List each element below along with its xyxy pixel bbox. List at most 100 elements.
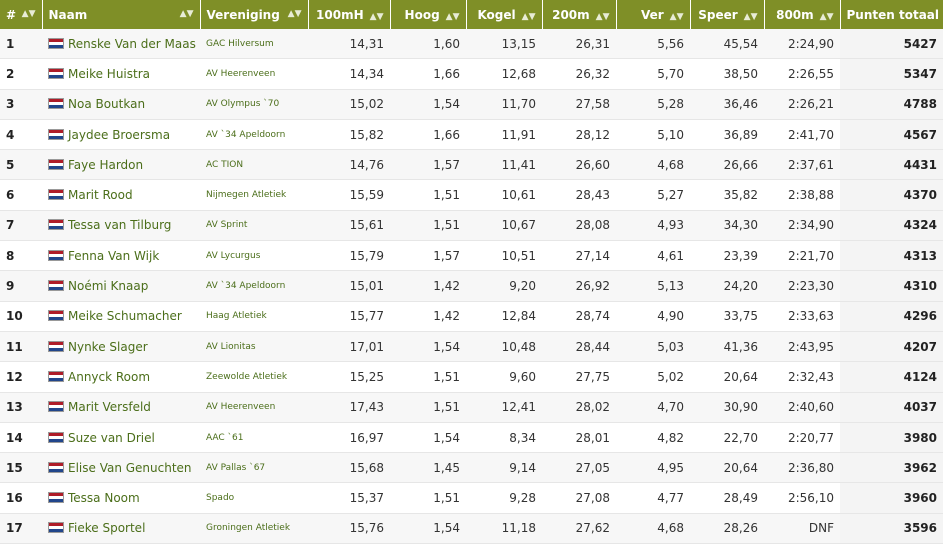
athlete-name-link[interactable]: Meike Schumacher xyxy=(68,309,182,324)
cell-200m: 27,05 xyxy=(542,452,616,484)
cell-ver: 5,27 xyxy=(616,179,690,211)
cell-200m: 28,02 xyxy=(542,392,616,423)
cell-ver: 5,28 xyxy=(616,89,690,120)
cell-naam: Noa Boutkan xyxy=(42,89,200,120)
cell-rank: 7 xyxy=(0,210,42,242)
table-header: # ▲▼ Naam ▲▼ Vereniging ▲▼ 100mH ▲▼ Hoog ▲▼ K… xyxy=(0,0,943,29)
cell-rank: 2 xyxy=(0,58,42,90)
athlete-name-link[interactable]: Annyck Room xyxy=(68,369,151,384)
cell-800m: 2:32,43 xyxy=(764,361,840,393)
cell-naam: Tessa Noom xyxy=(42,482,200,514)
cell-speer: 28,26 xyxy=(690,513,764,544)
sort-icon: ▲▼ xyxy=(819,11,834,22)
cell-rank: 9 xyxy=(0,270,42,302)
cell-200m: 26,31 xyxy=(542,29,616,60)
cell-naam: Annyck Room xyxy=(42,361,200,393)
column-header-punten-totaal[interactable]: Punten totaal▲▼ xyxy=(840,0,943,29)
cell-speer: 30,90 xyxy=(690,392,764,423)
athlete-name-link[interactable]: Nynke Slager xyxy=(68,339,148,354)
cell-kogel: 10,67 xyxy=(466,210,542,242)
cell-speer: 23,39 xyxy=(690,240,764,272)
cell-ver: 4,82 xyxy=(616,422,690,454)
cell-speer: 22,70 xyxy=(690,422,764,454)
athlete-name-link[interactable]: Marit Versfeld xyxy=(68,400,151,415)
cell-rank: 17 xyxy=(0,513,42,544)
athlete-name-link[interactable]: Noémi Knaap xyxy=(68,279,149,294)
cell-club: AV Lycurgus xyxy=(200,240,308,272)
netherlands-flag-icon xyxy=(48,461,64,473)
netherlands-flag-icon xyxy=(48,37,64,49)
cell-hoog: 1,45 xyxy=(390,452,466,484)
cell-club: Groningen Atletiek xyxy=(200,513,308,544)
cell-punten-totaal: 5427 xyxy=(840,29,943,60)
athlete-name-link[interactable]: Noa Boutkan xyxy=(68,97,146,112)
column-header-ver[interactable]: Ver ▲▼ xyxy=(616,0,691,29)
athlete-name-link[interactable]: Renske Van der Maas xyxy=(68,36,196,51)
cell-200m: 27,58 xyxy=(542,89,616,120)
column-header-hoog[interactable]: Hoog ▲▼ xyxy=(390,0,467,29)
column-header-rank[interactable]: # ▲▼ xyxy=(0,0,43,29)
column-header-100mh[interactable]: 100mH ▲▼ xyxy=(308,0,391,29)
cell-speer: 20,64 xyxy=(690,361,764,393)
cell-ver: 5,70 xyxy=(616,58,690,90)
athlete-name-link[interactable]: Fenna Van Wijk xyxy=(68,248,160,263)
cell-club: AV `34 Apeldoorn xyxy=(200,270,308,302)
athlete-name-link[interactable]: Jaydee Broersma xyxy=(68,127,171,142)
cell-punten-totaal: 4324 xyxy=(840,210,943,242)
column-header-vereniging[interactable]: Vereniging ▲▼ xyxy=(200,0,309,29)
cell-800m: 2:40,60 xyxy=(764,392,840,423)
cell-200m: 28,01 xyxy=(542,422,616,454)
cell-hoog: 1,51 xyxy=(390,361,466,393)
table-row: 5 Faye Hardon AC TION 14,76 1,57 11,41 26,60 4,… xyxy=(0,149,943,181)
cell-punten-totaal: 4431 xyxy=(840,149,943,181)
cell-200m: 27,14 xyxy=(542,240,616,272)
column-header-kogel[interactable]: Kogel ▲▼ xyxy=(466,0,543,29)
table-row: 13 Marit Versfeld AV Heerenveen 17,43 1,51 12… xyxy=(0,392,943,423)
cell-punten-totaal: 4037 xyxy=(840,392,943,423)
table-body: 1 Renske Van der Maas GAC Hilversum 14,31 1,… xyxy=(0,29,943,544)
column-header-speer[interactable]: Speer ▲▼ xyxy=(690,0,765,29)
cell-kogel: 10,48 xyxy=(466,331,542,363)
cell-100mh: 15,61 xyxy=(308,210,390,242)
column-header-200m[interactable]: 200m ▲▼ xyxy=(542,0,617,29)
netherlands-flag-icon xyxy=(48,492,64,504)
cell-rank: 13 xyxy=(0,392,42,423)
cell-100mh: 15,79 xyxy=(308,240,390,272)
cell-club: AAC `61 xyxy=(200,422,308,454)
netherlands-flag-icon xyxy=(48,370,64,382)
cell-kogel: 9,28 xyxy=(466,482,542,514)
cell-naam: Elise Van Genuchten xyxy=(42,452,200,484)
netherlands-flag-icon xyxy=(48,310,64,322)
table-row: 7 Tessa van Tilburg AV Sprint 15,61 1,51 10,6… xyxy=(0,210,943,242)
column-header-naam[interactable]: Naam ▲▼ xyxy=(42,0,201,29)
athlete-name-link[interactable]: Elise Van Genuchten xyxy=(68,460,192,475)
athlete-name-link[interactable]: Fieke Sportel xyxy=(68,521,146,536)
athlete-name-link[interactable]: Tessa Noom xyxy=(68,491,140,506)
sort-icon: ▲▼ xyxy=(287,9,302,19)
cell-800m: 2:20,77 xyxy=(764,422,840,454)
cell-800m: 2:23,30 xyxy=(764,270,840,302)
cell-100mh: 15,25 xyxy=(308,361,390,393)
netherlands-flag-icon xyxy=(48,431,64,443)
athlete-name-link[interactable]: Meike Huistra xyxy=(68,66,150,81)
cell-hoog: 1,54 xyxy=(390,422,466,454)
cell-speer: 35,82 xyxy=(690,179,764,211)
column-header-800m[interactable]: 800m ▲▼ xyxy=(764,0,841,29)
athlete-name-link[interactable]: Marit Rood xyxy=(68,188,133,203)
cell-speer: 38,50 xyxy=(690,58,764,90)
cell-100mh: 15,68 xyxy=(308,452,390,484)
cell-ver: 4,93 xyxy=(616,210,690,242)
sort-icon: ▲▼ xyxy=(21,9,36,19)
table-row: 4 Jaydee Broersma AV `34 Apeldoorn 15,82 1,6… xyxy=(0,119,943,151)
table-row: 3 Noa Boutkan AV Olympus `70 15,02 1,54 11,70… xyxy=(0,89,943,120)
athlete-name-link[interactable]: Suze van Driel xyxy=(68,430,155,445)
cell-kogel: 11,70 xyxy=(466,89,542,120)
athlete-name-link[interactable]: Faye Hardon xyxy=(68,157,144,172)
cell-ver: 4,68 xyxy=(616,513,690,544)
cell-club: AV Sprint xyxy=(200,210,308,242)
athlete-name-link[interactable]: Tessa van Tilburg xyxy=(68,218,172,233)
cell-ver: 5,03 xyxy=(616,331,690,363)
cell-kogel: 12,68 xyxy=(466,58,542,90)
cell-club: Nijmegen Atletiek xyxy=(200,179,308,211)
cell-rank: 11 xyxy=(0,331,42,363)
